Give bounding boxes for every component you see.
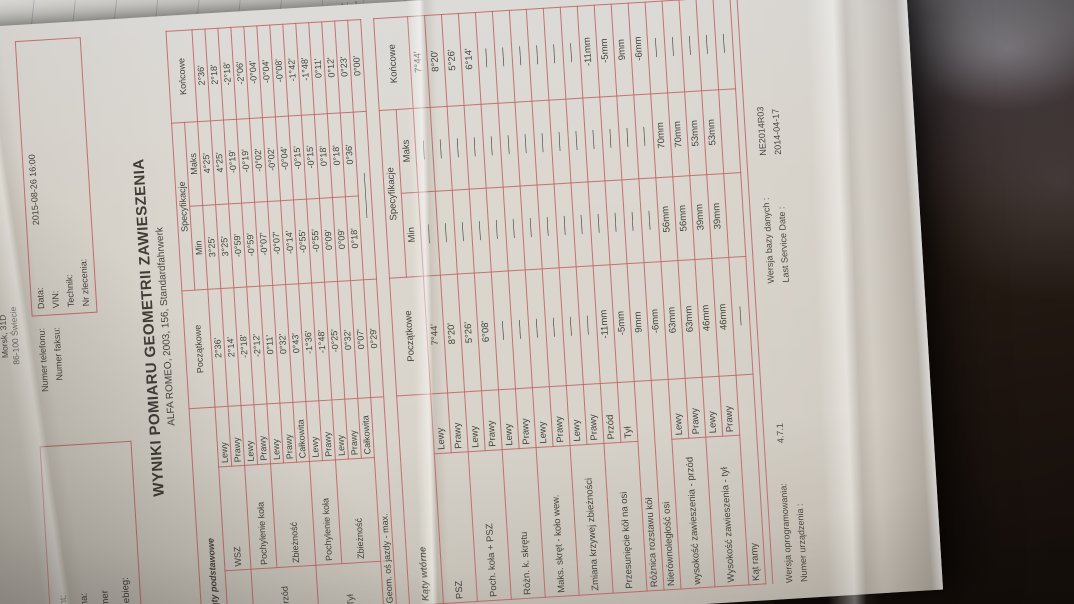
table-cell: Zbieżność [270,461,316,568]
order-info-box: Data: 2015-08-26 16:00 VIN: Technik: Nr … [14,37,98,317]
footer-left: Wersja oprogramowania: 4.7.1 Numer urząd… [764,282,812,583]
table-cell: Zbieżność [335,457,381,564]
header-row: Klient: Firma: Numer Przebieg: Numer tel… [14,36,143,604]
client-box: Klient: Firma: Numer Przebieg: [39,440,143,604]
software-version-value: 4.7.1 [774,422,786,444]
footer-right: Wersja bazy danych : NE2014R03 Last Serv… [746,0,794,284]
table-cell [225,569,254,604]
secondary-angles-table: Kąty wtórne Początkowe Specyfikacje Końcowe… [373,0,766,604]
alignment-report-sheet: SELCO Morsk, 31D 86-100 Świecie Klient: … [0,0,943,604]
contact-block: Numer telefonu: Numer faksu: [32,327,71,447]
last-service-value: 2014-04-17 [770,108,784,156]
table-cell: Przód [250,565,319,604]
basic-angles-table: Kąty podstawowe Początkowe Specyfikacje Koń… [165,19,397,604]
table-cell: Końcowe [373,16,414,111]
report-document: SELCO Morsk, 31D 86-100 Świecie Klient: … [0,0,812,604]
table-cell: Tył [315,561,384,604]
